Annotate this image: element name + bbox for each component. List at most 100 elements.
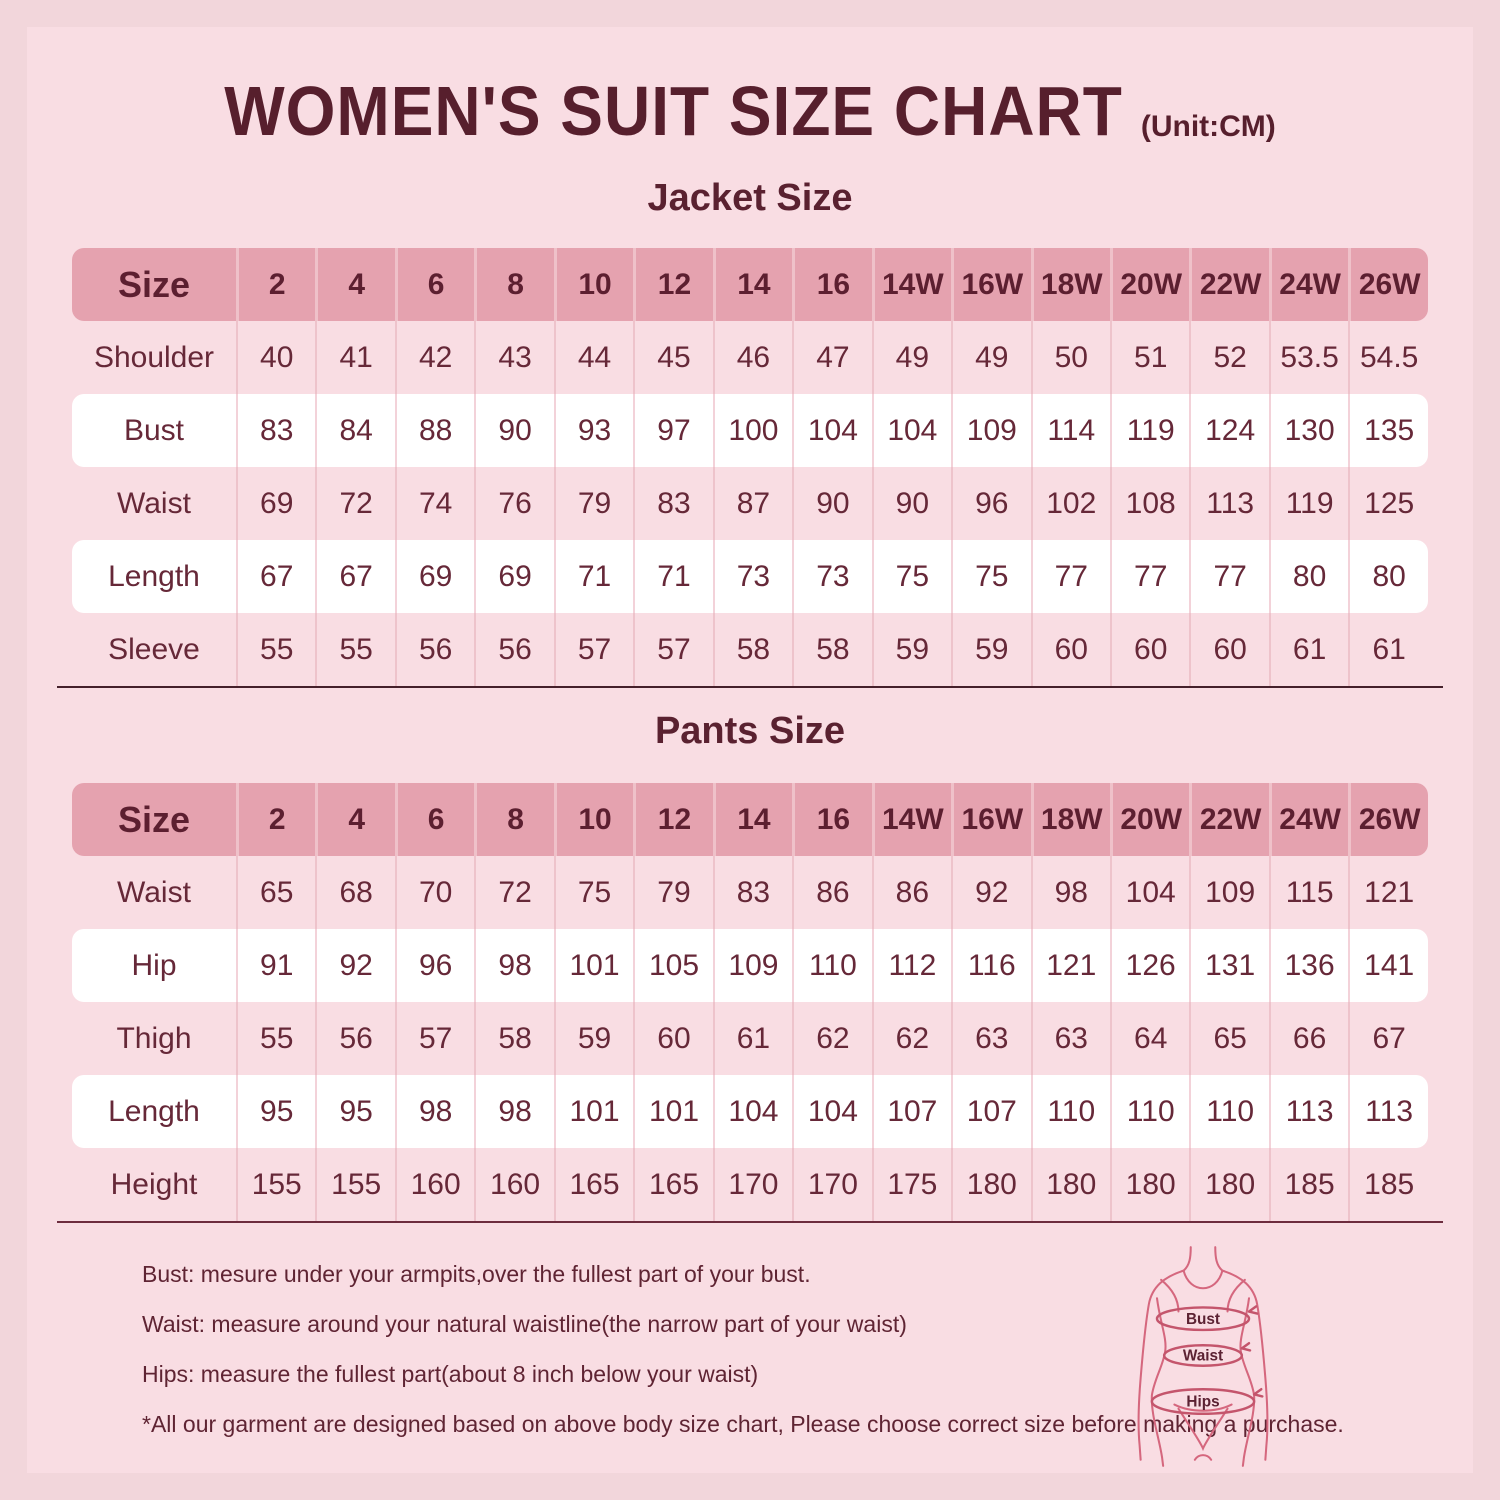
value-cell: 56 xyxy=(315,1002,394,1075)
value-cell: 67 xyxy=(315,540,395,613)
table-row: Shoulder 40 41 42 43 44 45 46 47 49 49 50 51 52 53.5 54… xyxy=(72,321,1428,394)
size-header-cell: 2 xyxy=(236,783,316,856)
value-cell: 98 xyxy=(394,1075,475,1148)
value-cell: 96 xyxy=(394,929,475,1002)
value-cell: 126 xyxy=(1109,929,1190,1002)
value-cell: 96 xyxy=(951,467,1030,540)
body-measurement-figure: Bust Waist Hips xyxy=(1098,1241,1308,1471)
value-cell: 119 xyxy=(1268,467,1348,540)
value-cell: 58 xyxy=(712,613,792,686)
table-row: Bust 83 84 88 90 93 97 100 104 104 109 114 119 124 130… xyxy=(72,394,1428,467)
value-cell: 53.5 xyxy=(1268,321,1348,394)
row-label: Sleeve xyxy=(108,632,200,666)
figure-waist-label: Waist xyxy=(1183,1348,1223,1365)
size-header-cell: 6 xyxy=(394,783,475,856)
value-cell: 104 xyxy=(1109,856,1189,929)
value-cell: 58 xyxy=(474,1002,553,1075)
note-disclaimer: *All our garment are designed based on a… xyxy=(142,1411,1344,1437)
size-header-cell: 6 xyxy=(394,248,475,321)
table-row: Length 67 67 69 69 71 71 73 73 75 75 77 77 77 80 80 xyxy=(72,540,1428,613)
value-cell: 52 xyxy=(1189,321,1268,394)
value-cell: 57 xyxy=(633,613,712,686)
value-cell: 72 xyxy=(315,467,394,540)
table-row: Thigh 55 56 57 58 59 60 61 62 62 63 63 64 65 66 67 xyxy=(72,1002,1428,1075)
size-header-cell: 14 xyxy=(712,783,793,856)
value-cell: 131 xyxy=(1189,929,1269,1002)
size-header-cell: 12 xyxy=(633,783,713,856)
value-cell: 119 xyxy=(1109,394,1190,467)
figure-hips-label: Hips xyxy=(1186,1394,1219,1411)
value-cell: 51 xyxy=(1109,321,1189,394)
size-header-cell: 22W xyxy=(1189,783,1269,856)
value-cell: 165 xyxy=(633,1148,712,1221)
size-header-cell: 16 xyxy=(792,248,872,321)
value-cell: 112 xyxy=(871,929,952,1002)
value-cell: 113 xyxy=(1189,467,1268,540)
row-label: Waist xyxy=(117,486,191,520)
value-cell: 68 xyxy=(315,856,394,929)
table-row: Sleeve 55 55 56 56 57 57 58 58 59 59 60 60 60 61 61 xyxy=(72,613,1428,686)
value-cell: 104 xyxy=(792,394,872,467)
value-cell: 65 xyxy=(236,856,315,929)
value-cell: 160 xyxy=(474,1148,553,1221)
value-cell: 62 xyxy=(871,1002,951,1075)
value-cell: 101 xyxy=(633,1075,713,1148)
value-cell: 86 xyxy=(792,856,871,929)
value-cell: 77 xyxy=(1030,540,1110,613)
size-header-cell: 26W xyxy=(1348,248,1428,321)
value-cell: 170 xyxy=(712,1148,792,1221)
value-cell: 104 xyxy=(712,1075,793,1148)
table-row: Waist 69 72 74 76 79 83 87 90 90 96 102 108 113 119 125 xyxy=(72,467,1428,540)
value-cell: 114 xyxy=(1030,394,1110,467)
value-cell: 91 xyxy=(236,929,316,1002)
size-header-cell: 26W xyxy=(1348,783,1428,856)
value-cell: 61 xyxy=(1348,613,1428,686)
row-label: Length xyxy=(72,1075,236,1148)
size-header-cell: 18W xyxy=(1030,248,1110,321)
value-cell: 73 xyxy=(792,540,872,613)
size-header-row: Size 2 4 6 8 10 12 14 16 14W 16W 18W 20W 22W 24W 26W xyxy=(72,783,1428,856)
value-cell: 83 xyxy=(633,467,712,540)
note-bust: Bust: mesure under your armpits,over the… xyxy=(142,1261,811,1287)
value-cell: 71 xyxy=(633,540,713,613)
pants-size-table: Size 2 4 6 8 10 12 14 16 14W 16W 18W 20W 22W 24W 26W Wai… xyxy=(72,783,1428,1221)
value-cell: 113 xyxy=(1268,1075,1349,1148)
row-label: Thigh xyxy=(116,1021,192,1055)
value-cell: 90 xyxy=(871,467,951,540)
value-cell: 59 xyxy=(553,1002,633,1075)
size-header-cell: 16W xyxy=(951,248,1031,321)
value-cell: 83 xyxy=(236,394,316,467)
unit-label: (Unit:CM) xyxy=(1140,110,1276,143)
value-cell: 109 xyxy=(951,394,1031,467)
divider-line xyxy=(57,686,1443,688)
value-cell: 180 xyxy=(1189,1148,1268,1221)
value-cell: 110 xyxy=(1109,1075,1190,1148)
value-cell: 109 xyxy=(1189,856,1268,929)
value-cell: 101 xyxy=(553,1075,634,1148)
size-header-cell: 10 xyxy=(553,783,634,856)
size-header-cell: 20W xyxy=(1109,248,1190,321)
table-row: Length 95 95 98 98 101 101 104 104 107 107 110 110 11… xyxy=(72,1075,1428,1148)
measurement-notes: Bust: mesure under your armpits,over the… xyxy=(142,1261,1473,1438)
page-title: WOMEN'S SUIT SIZE CHART xyxy=(224,72,1123,150)
value-cell: 124 xyxy=(1189,394,1269,467)
value-cell: 110 xyxy=(792,929,872,1002)
value-cell: 60 xyxy=(1189,613,1268,686)
value-cell: 135 xyxy=(1348,394,1428,467)
value-cell: 180 xyxy=(1030,1148,1110,1221)
value-cell: 57 xyxy=(553,613,633,686)
value-cell: 47 xyxy=(792,321,871,394)
value-cell: 66 xyxy=(1268,1002,1348,1075)
value-cell: 70 xyxy=(394,856,474,929)
size-header-cell: 24W xyxy=(1268,783,1349,856)
value-cell: 98 xyxy=(474,929,554,1002)
table-row: Hip 91 92 96 98 101 105 109 110 112 116 121 126 131 13… xyxy=(72,929,1428,1002)
value-cell: 55 xyxy=(315,613,394,686)
value-cell: 54.5 xyxy=(1348,321,1428,394)
size-header-cell: 8 xyxy=(474,783,554,856)
value-cell: 95 xyxy=(315,1075,395,1148)
value-cell: 71 xyxy=(553,540,634,613)
value-cell: 50 xyxy=(1030,321,1110,394)
value-cell: 185 xyxy=(1348,1148,1428,1221)
value-cell: 121 xyxy=(1030,929,1110,1002)
